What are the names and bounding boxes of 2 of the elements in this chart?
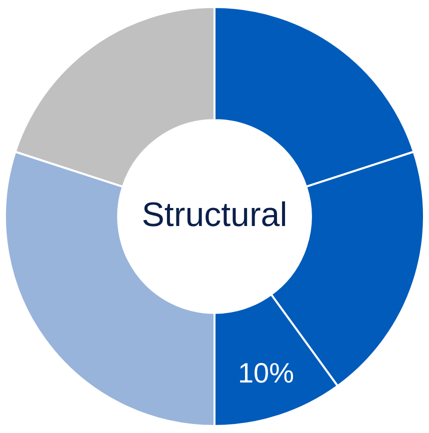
data-label: 10% [238, 358, 294, 389]
text: Structural [142, 196, 288, 234]
